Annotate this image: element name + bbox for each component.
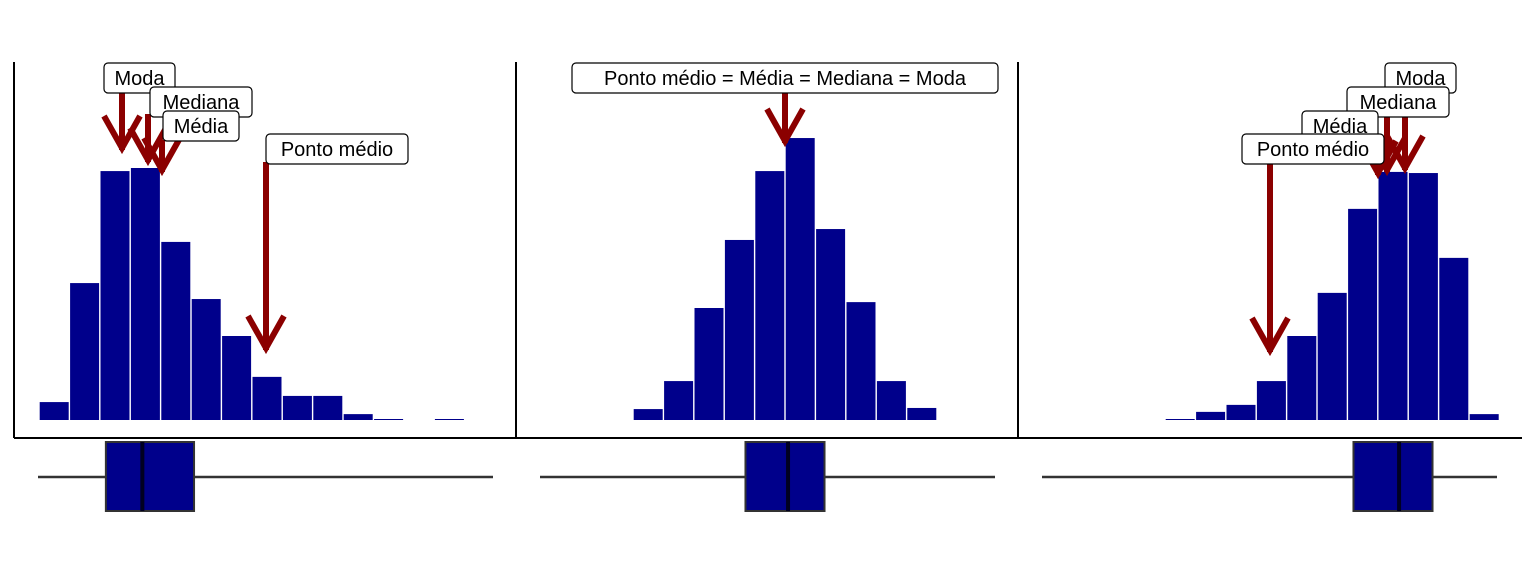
histogram-bar — [252, 376, 282, 420]
histogram-bar — [664, 381, 694, 420]
arrow-head — [127, 126, 169, 167]
annotation-label: Ponto médio = Média = Mediana = Moda — [571, 62, 999, 94]
histogram-bar — [222, 336, 252, 420]
label-text: Mediana — [163, 92, 241, 114]
histogram-bar — [1287, 336, 1317, 420]
histogram-bar — [1165, 419, 1195, 420]
histogram-bar — [694, 308, 724, 420]
annotation-label: Ponto médio — [265, 133, 409, 165]
annotation-arrow — [1249, 162, 1291, 357]
boxplot-box — [104, 441, 196, 512]
histogram-bar — [1378, 171, 1408, 420]
histogram-bar — [191, 299, 221, 420]
histogram-bar — [130, 168, 160, 420]
label-box — [103, 62, 176, 94]
histogram-bar — [755, 171, 785, 420]
histogram-bar — [1439, 257, 1469, 420]
annotation-label: Mediana — [1346, 86, 1450, 118]
histogram-bar — [100, 171, 130, 420]
histogram-bar — [846, 302, 876, 420]
histogram-bar — [1196, 411, 1226, 420]
histogram-bar — [343, 414, 373, 420]
annotation-arrow — [127, 114, 169, 167]
arrow-head — [141, 136, 183, 177]
histogram-bar — [907, 407, 937, 420]
histogram-bar — [1408, 173, 1438, 420]
histogram-bar — [39, 402, 69, 420]
label-box — [1241, 133, 1385, 165]
label-text: Ponto médio — [281, 139, 393, 161]
annotation-arrow — [141, 136, 183, 177]
label-box — [162, 110, 240, 142]
boxplot-box — [744, 441, 826, 512]
annotation-label: Moda — [1384, 62, 1457, 94]
histogram-bar — [724, 239, 754, 420]
annotation-label: Média — [162, 110, 240, 142]
annotation-arrow — [764, 92, 806, 148]
arrow-head — [1249, 316, 1291, 357]
label-box — [265, 133, 409, 165]
label-text: Média — [1313, 116, 1368, 138]
histogram-bar — [1226, 404, 1256, 420]
histogram-bar — [876, 381, 906, 420]
histogram-bar — [434, 419, 464, 420]
histogram-bar — [785, 138, 815, 421]
label-box — [1346, 86, 1450, 118]
annotation-label: Ponto médio — [1241, 133, 1385, 165]
label-text: Ponto médio — [1257, 139, 1369, 161]
histogram-bar — [1348, 208, 1378, 420]
label-box — [571, 62, 999, 94]
label-text: Ponto médio = Média = Mediana = Moda — [604, 68, 967, 90]
label-text: Moda — [1395, 68, 1446, 90]
histogram-bar — [633, 409, 663, 420]
label-text: Mediana — [1360, 92, 1438, 114]
histogram-bar — [70, 283, 100, 420]
histogram-bar — [816, 229, 846, 420]
arrow-head — [245, 314, 287, 355]
arrow-head — [764, 107, 806, 148]
histogram-bar — [1469, 414, 1499, 420]
annotation-arrow — [245, 162, 287, 355]
label-text: Moda — [114, 68, 165, 90]
annotation-label: Moda — [103, 62, 176, 94]
histogram-bar — [161, 241, 191, 420]
annotation-arrow — [101, 90, 143, 155]
panel-2: Ponto médio = Média = Mediana = Moda — [515, 62, 1020, 512]
histogram-bar — [313, 395, 343, 420]
arrow-head — [101, 114, 143, 155]
histogram-bar — [374, 419, 404, 420]
histogram-bar — [1317, 292, 1347, 420]
annotation-label: Mediana — [149, 86, 253, 118]
label-text: Média — [174, 116, 229, 138]
histogram-bar — [282, 395, 312, 420]
boxplot-box — [1352, 441, 1434, 512]
histogram-bar — [1256, 381, 1286, 420]
